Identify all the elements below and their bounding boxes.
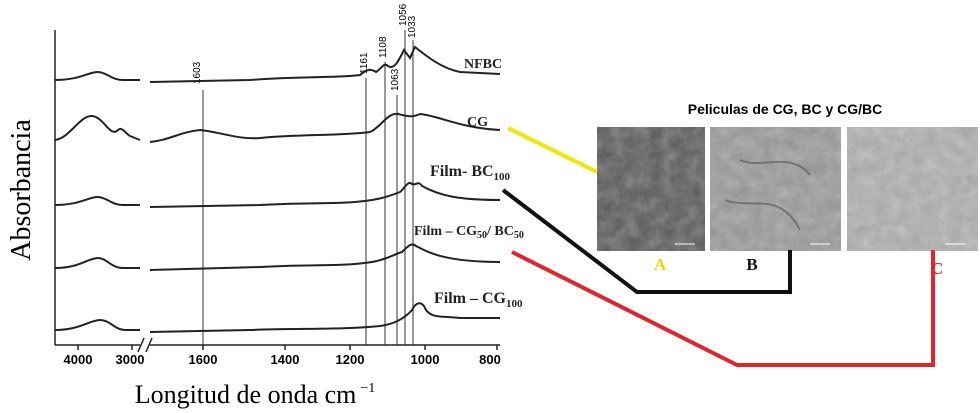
series-label: Film- BC100 bbox=[430, 163, 511, 183]
x-tick-label: 1000 bbox=[411, 352, 440, 367]
text-part: 50 bbox=[477, 230, 487, 241]
shape bbox=[507, 126, 598, 174]
text-part: Film – CG bbox=[414, 224, 477, 239]
tick-marks bbox=[77, 345, 498, 350]
peak-label: 1033 bbox=[407, 15, 418, 38]
peak-label: 1603 bbox=[192, 61, 203, 84]
image-label: B bbox=[746, 255, 757, 274]
text-part: Film- BC bbox=[430, 163, 494, 180]
x-tick-label: 1600 bbox=[189, 352, 218, 367]
x-tick-label: 800 bbox=[479, 352, 501, 367]
series-label: Film – CG100 bbox=[434, 290, 523, 310]
text-part: 100 bbox=[494, 171, 511, 183]
peak-label: 1063 bbox=[390, 68, 401, 91]
text-part: Film – CG bbox=[434, 290, 507, 307]
shape: NFBC CG Film- BC100 Film – CG50/ BC50 Fi… bbox=[414, 57, 524, 310]
text-part: Longitud de onda cm bbox=[135, 380, 357, 409]
series-label: NFBC bbox=[464, 57, 502, 72]
shape bbox=[847, 127, 978, 251]
shape bbox=[54, 195, 140, 206]
sem-images bbox=[597, 127, 978, 251]
text-part: CG bbox=[467, 115, 488, 130]
text-part: 50 bbox=[514, 230, 524, 241]
spectra bbox=[54, 45, 501, 333]
x-axis-label: Longitud de onda cm −1 bbox=[135, 380, 376, 409]
text-part: 100 bbox=[506, 298, 523, 310]
text-part: / BC bbox=[486, 224, 514, 239]
y-axis-label: Absorbancia bbox=[6, 119, 37, 261]
shape bbox=[149, 45, 501, 83]
peak-label: 1056 bbox=[398, 3, 409, 26]
shape bbox=[710, 127, 841, 251]
text-part: −1 bbox=[360, 381, 375, 396]
shape bbox=[597, 127, 705, 251]
peak-label: 1161 bbox=[359, 52, 370, 74]
shape bbox=[54, 256, 140, 269]
axis-break bbox=[137, 337, 145, 353]
shape: 4000 3000 1600 1400 1200 1000 800 bbox=[64, 352, 501, 367]
shape bbox=[149, 302, 500, 333]
shape bbox=[54, 318, 140, 331]
shape bbox=[54, 70, 140, 81]
x-tick-label: 1400 bbox=[271, 352, 300, 367]
x-tick-label: 4000 bbox=[64, 352, 93, 367]
series-label: Film – CG50/ BC50 bbox=[414, 224, 524, 241]
series-label: CG bbox=[467, 115, 488, 130]
text-part: NFBC bbox=[464, 57, 502, 72]
shape: 1603 1161 1108 1063 1056 1033 bbox=[192, 3, 418, 91]
shape: A B C bbox=[654, 255, 943, 278]
peak-label: 1108 bbox=[378, 36, 389, 58]
x-tick-label: 3000 bbox=[116, 352, 145, 367]
x-tick-label: 1200 bbox=[336, 352, 365, 367]
shape bbox=[54, 115, 141, 141]
image-label: A bbox=[654, 255, 667, 274]
connectors bbox=[501, 126, 935, 367]
axis-break bbox=[145, 337, 153, 353]
panel-title: Peliculas de CG, BC y CG/BC bbox=[688, 101, 883, 117]
shape bbox=[149, 112, 501, 143]
shape bbox=[511, 250, 935, 367]
shape bbox=[724, 159, 811, 231]
shape bbox=[149, 243, 501, 271]
shape bbox=[149, 182, 501, 208]
shape bbox=[501, 188, 792, 294]
